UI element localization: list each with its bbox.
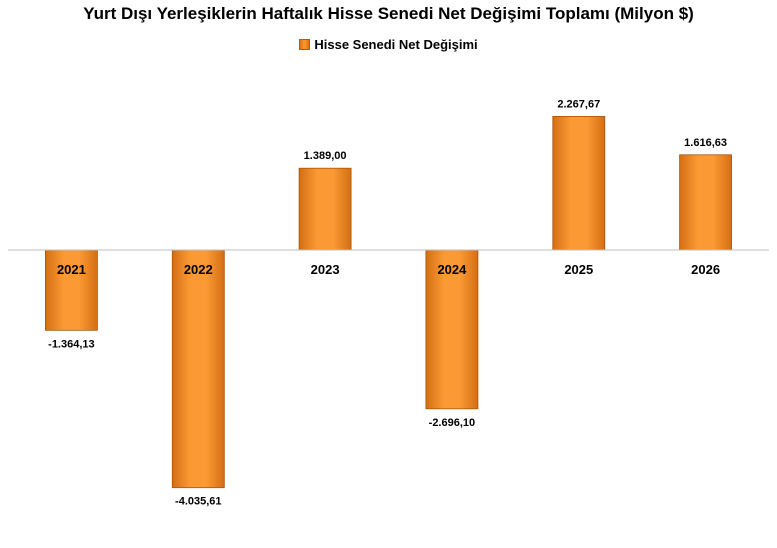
legend-label: Hisse Senedi Net Değişimi	[314, 37, 478, 52]
bar-2022	[171, 249, 225, 489]
bar-2023	[298, 167, 352, 251]
data-label-2026: 1.616,63	[684, 137, 727, 149]
data-label-2025: 2.267,67	[557, 98, 600, 110]
legend-swatch	[299, 39, 311, 50]
chart-title: Yurt Dışı Yerleşiklerin Haftalık Hisse S…	[83, 4, 694, 23]
data-label-2022: -4.035,61	[175, 496, 221, 508]
data-label-2023: 1.389,00	[304, 150, 347, 162]
bar-2024	[425, 249, 479, 410]
x-tick-label-2021: 2021	[57, 262, 86, 277]
bar-2026	[679, 154, 732, 251]
bar-2025	[552, 116, 606, 251]
data-label-2024: -2.696,10	[429, 417, 475, 429]
x-tick-label-2023: 2023	[311, 262, 340, 277]
legend: Hisse Senedi Net Değişimi	[0, 37, 777, 52]
x-tick-label-2024: 2024	[437, 262, 467, 277]
x-tick-label-2026: 2026	[691, 262, 720, 277]
bar-2021	[45, 249, 98, 331]
x-tick-label-2025: 2025	[564, 262, 593, 277]
data-label-2021: -1.364,13	[48, 338, 94, 350]
x-tick-label-2022: 2022	[184, 262, 213, 277]
